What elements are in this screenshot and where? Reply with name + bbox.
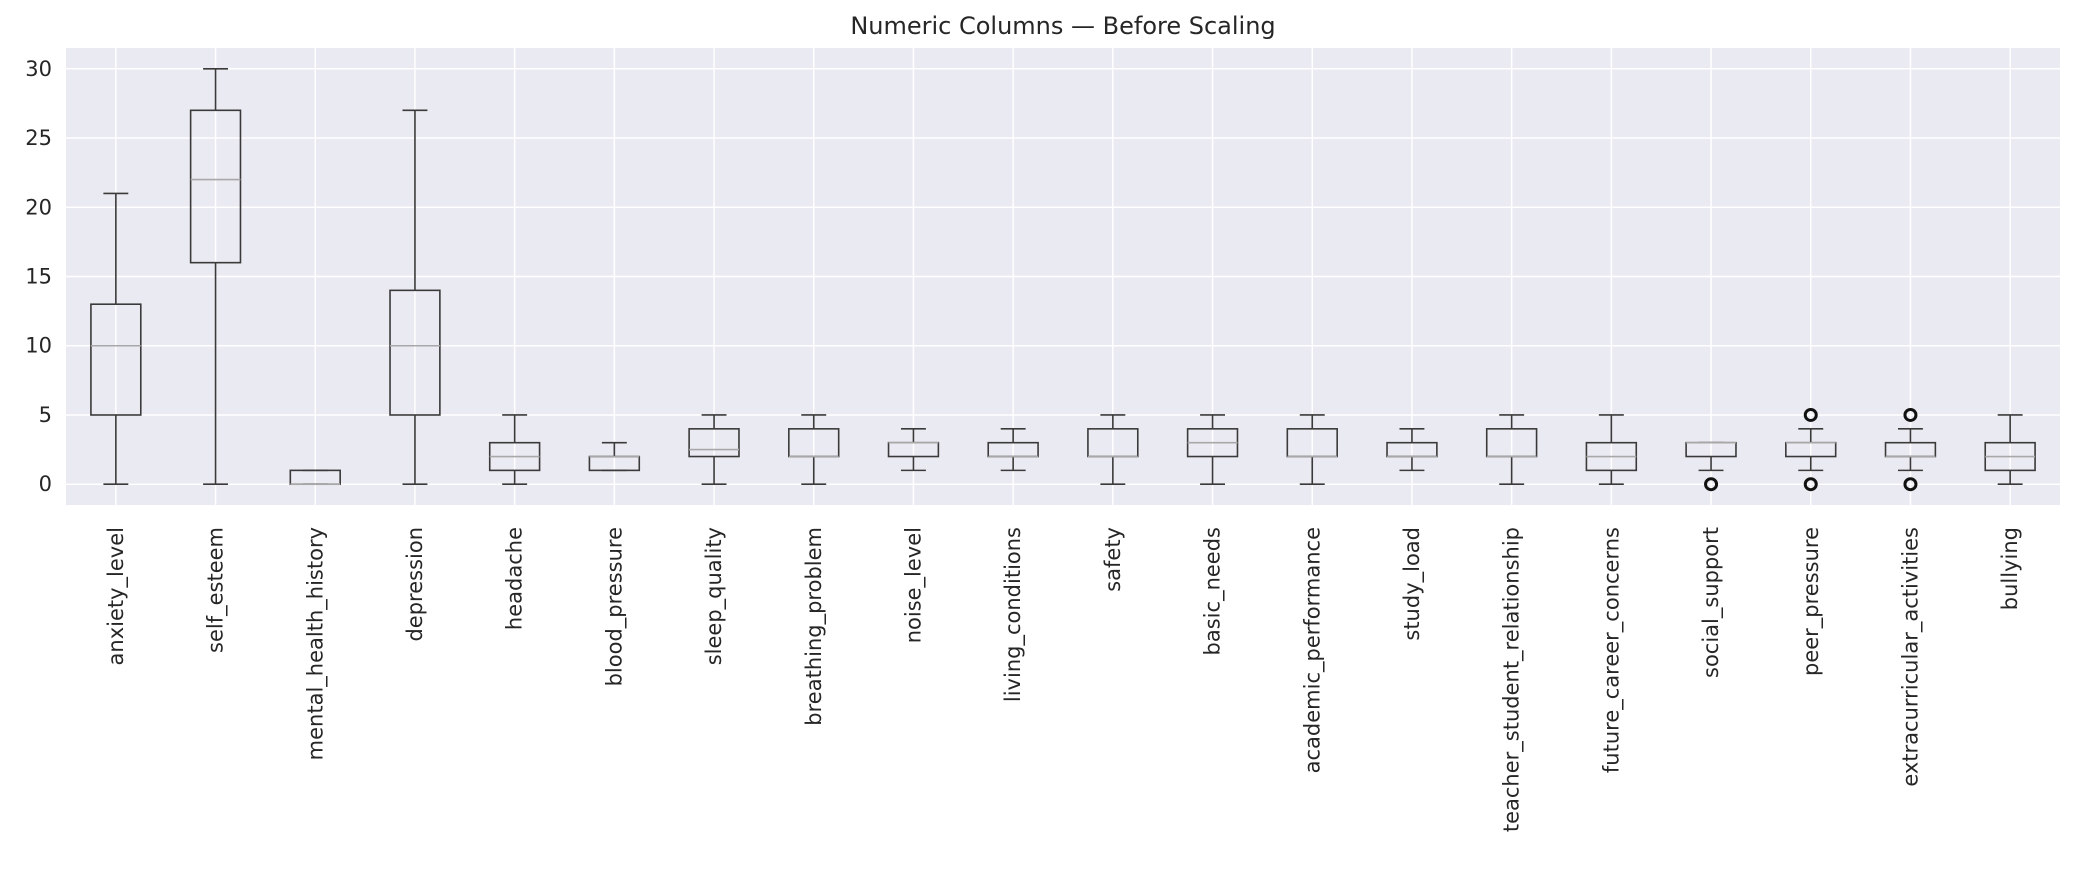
box-social_support bbox=[1685, 441, 1737, 492]
box-safety bbox=[1087, 414, 1139, 486]
x-tick-label: headache bbox=[503, 527, 527, 630]
box-extracurricular_activities bbox=[1884, 407, 1937, 492]
box-living_conditions bbox=[987, 428, 1039, 472]
x-tick-label: depression bbox=[403, 527, 427, 642]
box-peer_pressure bbox=[1785, 407, 1837, 492]
box-body bbox=[389, 289, 441, 416]
x-tick-label: sleep_quality bbox=[702, 527, 727, 665]
x-axis-ticks: anxiety_level self_esteem mental_health_hi… bbox=[104, 527, 2022, 832]
box-blood_pressure bbox=[588, 441, 641, 472]
y-axis-ticks: 0 5 10 15 20 25 30 bbox=[25, 57, 52, 496]
x-tick-label: future_career_concerns bbox=[1599, 527, 1624, 773]
x-tick-label: living_conditions bbox=[1001, 527, 1026, 702]
x-tick-label: extracurricular_activities bbox=[1898, 527, 1923, 787]
y-tick-label: 0 bbox=[39, 472, 52, 496]
y-tick-label: 5 bbox=[39, 403, 52, 427]
x-tick-label: study_load bbox=[1400, 527, 1425, 641]
box-bullying bbox=[1984, 414, 2036, 486]
y-tick-label: 30 bbox=[25, 57, 52, 81]
chart-title: Numeric Columns — Before Scaling bbox=[850, 12, 1275, 40]
box-noise_level bbox=[887, 428, 940, 472]
x-tick-label: bullying bbox=[1998, 527, 2022, 610]
box-self_esteem bbox=[189, 67, 242, 486]
x-tick-label: noise_level bbox=[901, 527, 926, 643]
box-mental_health_history bbox=[289, 469, 341, 486]
x-tick-label: basic_needs bbox=[1201, 527, 1226, 655]
box-body bbox=[90, 303, 142, 416]
box-body bbox=[688, 428, 740, 458]
x-tick-label: academic_performance bbox=[1300, 527, 1325, 773]
y-tick-label: 10 bbox=[25, 334, 52, 358]
box-teacher_student_relationship bbox=[1485, 414, 1538, 486]
outlier-point bbox=[1903, 407, 1918, 422]
x-tick-label: mental_health_history bbox=[303, 527, 328, 760]
x-tick-label: breathing_problem bbox=[802, 527, 827, 726]
x-tick-label: safety bbox=[1101, 527, 1125, 592]
box-depression bbox=[389, 109, 441, 486]
box-headache bbox=[488, 414, 541, 486]
x-tick-label: peer_pressure bbox=[1799, 527, 1824, 676]
x-tick-label: anxiety_level bbox=[104, 527, 129, 665]
outlier-point bbox=[1903, 477, 1918, 492]
box-breathing_problem bbox=[788, 414, 840, 486]
box-study_load bbox=[1386, 428, 1438, 472]
outlier-point bbox=[1803, 407, 1818, 422]
outlier-point bbox=[1803, 477, 1818, 492]
boxes bbox=[90, 67, 2036, 492]
box-anxiety_level bbox=[90, 192, 142, 486]
box-body bbox=[189, 109, 242, 264]
outlier-point bbox=[1704, 477, 1719, 492]
box-academic_performance bbox=[1286, 414, 1338, 486]
x-tick-label: teacher_student_relationship bbox=[1500, 527, 1525, 832]
box-future_career_concerns bbox=[1585, 414, 1638, 486]
box-basic_needs bbox=[1186, 414, 1239, 486]
y-tick-label: 20 bbox=[25, 195, 52, 219]
x-tick-label: social_support bbox=[1699, 527, 1724, 678]
y-tick-label: 25 bbox=[25, 126, 52, 150]
y-tick-label: 15 bbox=[25, 265, 52, 289]
x-tick-label: self_esteem bbox=[204, 527, 229, 653]
box-sleep_quality bbox=[688, 414, 740, 486]
x-tick-label: blood_pressure bbox=[602, 527, 627, 686]
